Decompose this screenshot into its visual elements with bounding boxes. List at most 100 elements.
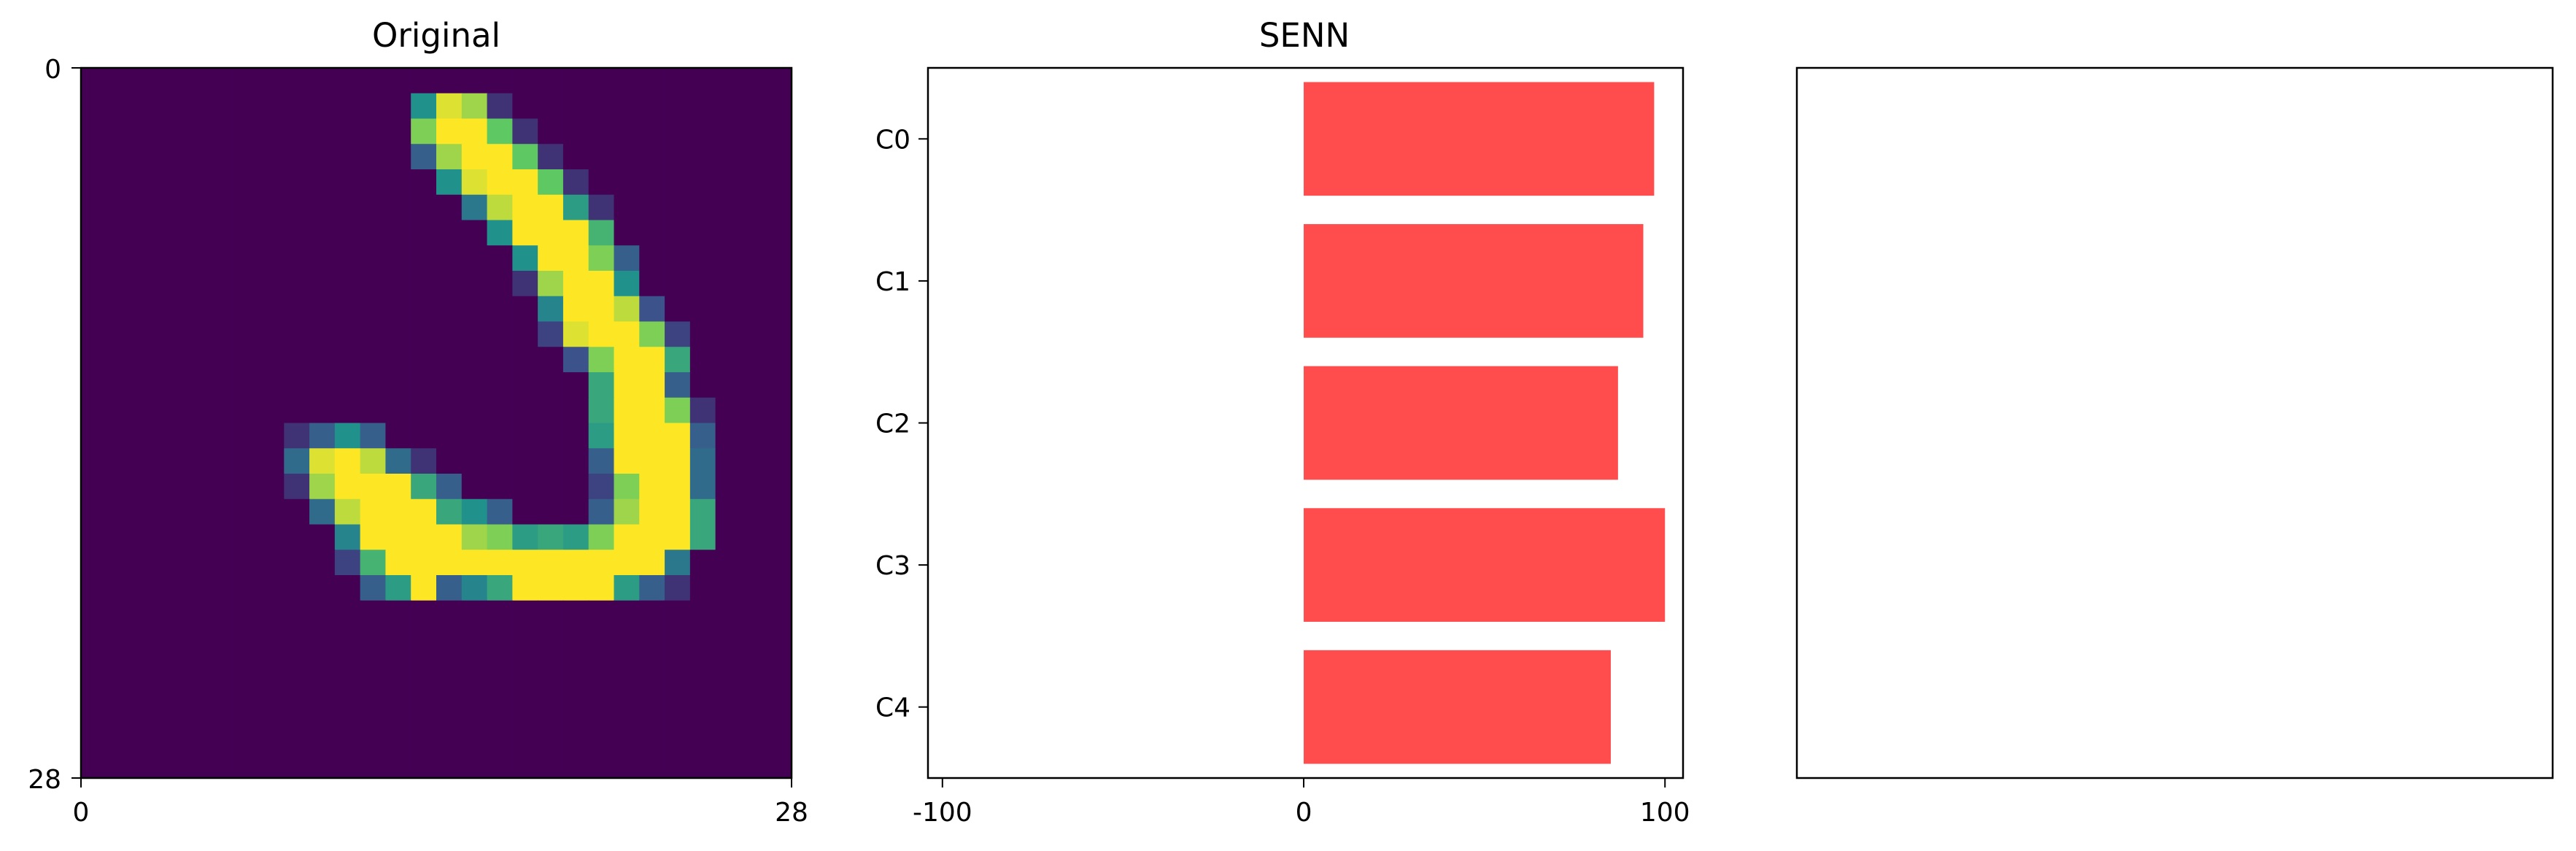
heatmap-cell xyxy=(385,524,411,550)
heatmap-cell xyxy=(665,550,691,576)
heatmap-cell xyxy=(436,448,463,474)
heatmap-cell xyxy=(512,245,538,272)
heatmap-cell xyxy=(207,474,234,500)
heatmap-cell xyxy=(360,474,387,500)
heatmap-cell xyxy=(689,118,716,145)
heatmap-cell xyxy=(284,321,310,347)
heatmap-cell xyxy=(766,68,792,94)
heatmap-cell xyxy=(81,271,107,297)
heatmap-cell xyxy=(334,727,361,753)
heatmap-cell xyxy=(639,68,665,94)
heatmap-cell xyxy=(411,701,437,728)
heatmap-cell xyxy=(614,550,640,576)
heatmap-cell xyxy=(614,296,640,323)
heatmap-cell xyxy=(207,498,234,525)
heatmap-cell xyxy=(614,448,640,474)
heatmap-cell xyxy=(182,194,209,221)
heatmap-cell xyxy=(740,372,767,398)
heatmap-cell xyxy=(360,498,387,525)
heatmap-cell xyxy=(436,575,463,601)
heatmap-cell xyxy=(665,220,691,246)
heatmap-cell xyxy=(106,651,133,677)
heatmap-cell xyxy=(436,752,463,779)
heatmap-cell xyxy=(182,397,209,424)
heatmap-cell xyxy=(233,550,260,576)
heatmap-cell xyxy=(487,550,513,576)
heatmap-cell xyxy=(131,220,158,246)
heatmap-cell xyxy=(562,194,589,221)
heatmap-cell xyxy=(740,220,767,246)
heatmap-cell xyxy=(207,372,234,398)
heatmap-cell xyxy=(284,677,310,703)
heatmap-cell xyxy=(411,194,437,221)
heatmap-cell xyxy=(766,575,792,601)
heatmap-cell xyxy=(360,245,387,272)
heatmap-cell xyxy=(614,245,640,272)
heatmap-cell xyxy=(538,194,564,221)
heatmap-cell xyxy=(665,93,691,120)
senn-bar-c1 xyxy=(1304,224,1644,338)
heatmap-cell xyxy=(157,321,183,347)
heatmap-cell xyxy=(182,144,209,170)
heatmap-cell xyxy=(233,752,260,779)
heatmap-cell xyxy=(512,701,538,728)
heatmap-cell xyxy=(309,752,336,779)
heatmap-cell xyxy=(411,68,437,94)
heatmap-cell xyxy=(538,498,564,525)
heatmap-cell xyxy=(614,600,640,627)
heatmap-cell xyxy=(538,169,564,196)
heatmap-cell xyxy=(538,448,564,474)
heatmap-cell xyxy=(740,498,767,525)
heatmap-cell xyxy=(614,498,640,525)
heatmap-cell xyxy=(665,245,691,272)
heatmap-cell xyxy=(131,575,158,601)
heatmap-cell xyxy=(740,625,767,652)
heatmap-cell xyxy=(309,144,336,170)
heatmap-cell xyxy=(461,752,488,779)
heatmap-cell xyxy=(284,93,310,120)
heatmap-cell xyxy=(131,68,158,94)
heatmap-cell xyxy=(614,68,640,94)
heatmap-cell xyxy=(766,524,792,550)
heatmap-cell xyxy=(385,118,411,145)
heatmap-cell xyxy=(487,397,513,424)
heatmap-cell xyxy=(665,321,691,347)
heatmap-cell xyxy=(81,397,107,424)
heatmap-cell xyxy=(461,194,488,221)
heatmap-cell xyxy=(538,245,564,272)
heatmap-cell xyxy=(106,550,133,576)
heatmap-cell xyxy=(665,372,691,398)
heatmap-cell xyxy=(309,321,336,347)
heatmap-cell xyxy=(689,448,716,474)
heatmap-cell xyxy=(157,372,183,398)
heatmap-cell xyxy=(207,550,234,576)
heatmap-cell xyxy=(207,600,234,627)
heatmap-cell xyxy=(461,498,488,525)
heatmap-cell xyxy=(512,144,538,170)
heatmap-cell xyxy=(512,498,538,525)
heatmap-cell xyxy=(157,423,183,449)
heatmap-cell xyxy=(334,93,361,120)
heatmap-cell xyxy=(309,625,336,652)
heatmap-cell xyxy=(207,296,234,323)
heatmap-cell xyxy=(309,245,336,272)
heatmap-cell xyxy=(766,194,792,221)
heatmap-cell xyxy=(233,651,260,677)
heatmap-cell xyxy=(639,550,665,576)
heatmap-cell xyxy=(233,625,260,652)
heatmap-cell xyxy=(233,194,260,221)
heatmap-cell xyxy=(715,144,742,170)
heatmap-cell xyxy=(766,701,792,728)
heatmap-cell xyxy=(157,474,183,500)
heatmap-cell xyxy=(562,68,589,94)
heatmap-cell xyxy=(639,271,665,297)
heatmap-cell xyxy=(715,625,742,652)
heatmap-cell xyxy=(411,169,437,196)
heatmap-cell xyxy=(334,271,361,297)
heatmap-cell xyxy=(284,524,310,550)
heatmap-cell xyxy=(182,220,209,246)
heatmap-cell xyxy=(766,651,792,677)
heatmap-cell xyxy=(665,448,691,474)
heatmap-cell xyxy=(157,651,183,677)
heatmap-cell xyxy=(512,677,538,703)
